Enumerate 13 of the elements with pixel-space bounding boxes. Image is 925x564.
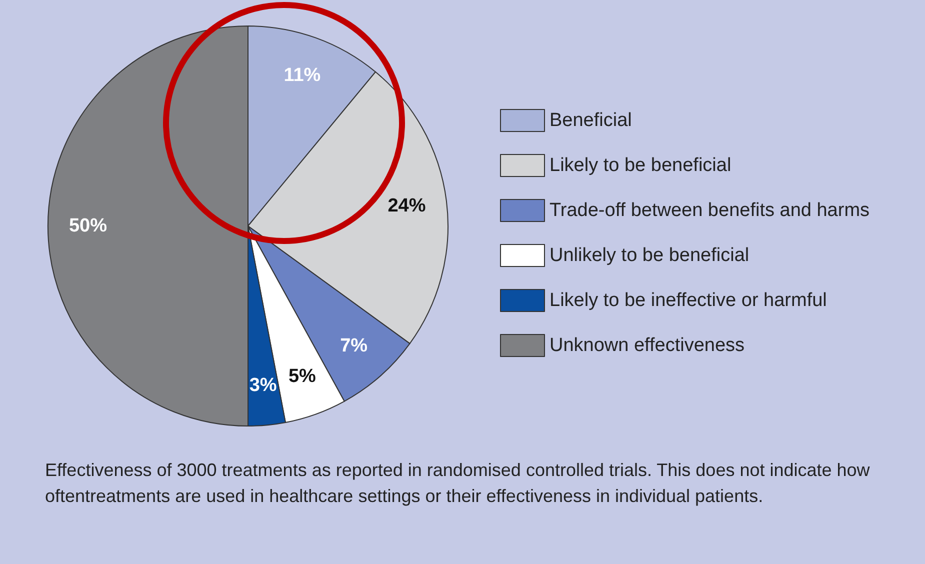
legend-label: Likely to be beneficial [550, 155, 732, 176]
legend-label: Unlikely to be beneficial [550, 245, 750, 266]
legend-label: Likely to be ineffective or harmful [550, 290, 827, 311]
legend-label: Unknown effectiveness [550, 335, 745, 356]
text: Effectiveness of 3000 treatments as reported in randomised controlled trials. This does not indicate how oftentreatments are used in healthcare settings or their effectiveness in individual patients. [45, 460, 875, 506]
data-label: 7% [340, 336, 368, 357]
data-label: 50% [68, 216, 108, 236]
legend-label: Trade-off between benefits and harms [550, 200, 870, 221]
legend-label: Beneficial [550, 110, 632, 131]
data-label: 3% [249, 374, 277, 396]
data-label: 11% [284, 64, 321, 86]
data-label: 5% [288, 366, 316, 388]
data-label: 24% [388, 195, 426, 216]
